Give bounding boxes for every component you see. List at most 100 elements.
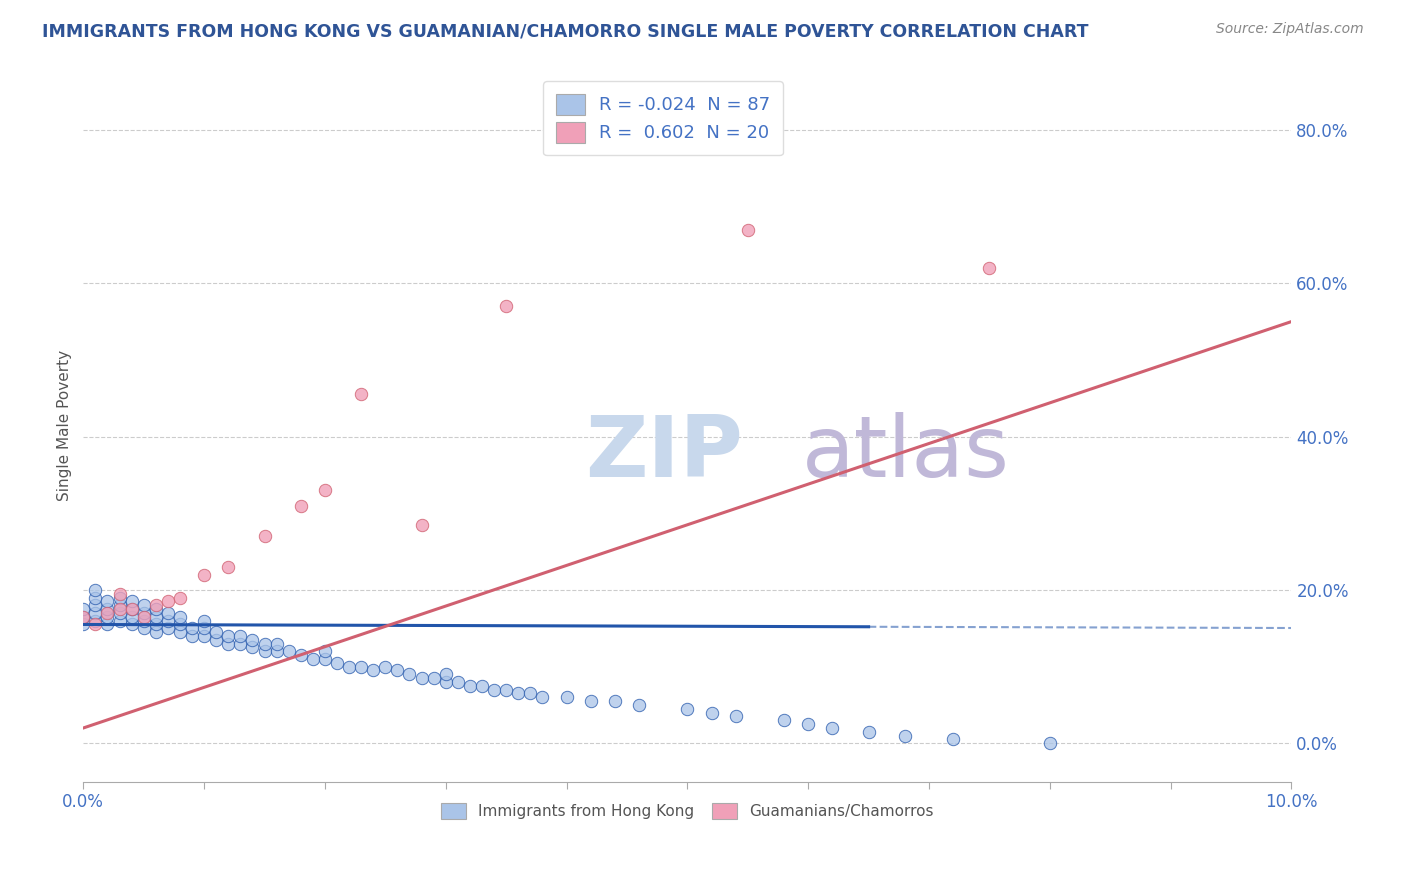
Text: IMMIGRANTS FROM HONG KONG VS GUAMANIAN/CHAMORRO SINGLE MALE POVERTY CORRELATION : IMMIGRANTS FROM HONG KONG VS GUAMANIAN/C… [42, 22, 1088, 40]
Point [797, 717, 820, 731]
Point [132, 606, 155, 620]
Point [108, 602, 131, 616]
Point [676, 702, 699, 716]
Point [894, 729, 917, 743]
Point [96, 617, 118, 632]
Point [145, 599, 167, 613]
Point [434, 675, 457, 690]
Point [156, 606, 179, 620]
Y-axis label: Single Male Poverty: Single Male Poverty [58, 350, 72, 500]
Point [156, 621, 179, 635]
Point [84, 606, 107, 620]
Text: atlas: atlas [803, 412, 1010, 495]
Point [121, 602, 143, 616]
Point [229, 629, 252, 643]
Point [628, 698, 651, 712]
Point [108, 599, 131, 613]
Point [169, 625, 191, 640]
Point [96, 609, 118, 624]
Point [108, 614, 131, 628]
Point [242, 632, 264, 647]
Point [266, 637, 288, 651]
Point [72, 609, 94, 624]
Point [700, 706, 723, 720]
Point [302, 652, 325, 666]
Point [361, 664, 384, 678]
Point [858, 724, 880, 739]
Point [314, 652, 336, 666]
Point [447, 675, 470, 690]
Point [84, 617, 107, 632]
Point [398, 667, 420, 681]
Point [193, 567, 215, 582]
Point [72, 609, 94, 624]
Text: ZIP: ZIP [585, 412, 742, 495]
Point [1039, 736, 1062, 750]
Point [108, 606, 131, 620]
Point [72, 617, 94, 632]
Point [217, 629, 239, 643]
Point [205, 632, 228, 647]
Point [84, 614, 107, 628]
Point [350, 387, 373, 401]
Point [181, 621, 204, 635]
Point [217, 637, 239, 651]
Point [519, 686, 541, 700]
Point [387, 664, 409, 678]
Point [229, 637, 252, 651]
Point [253, 644, 276, 658]
Point [277, 644, 299, 658]
Point [108, 587, 131, 601]
Point [942, 732, 965, 747]
Point [350, 659, 373, 673]
Point [72, 602, 94, 616]
Point [495, 299, 517, 313]
Point [290, 499, 312, 513]
Point [217, 560, 239, 574]
Point [471, 679, 494, 693]
Point [156, 594, 179, 608]
Point [169, 591, 191, 605]
Point [337, 659, 360, 673]
Point [422, 671, 444, 685]
Point [96, 594, 118, 608]
Point [434, 667, 457, 681]
Point [458, 679, 481, 693]
Point [603, 694, 626, 708]
Point [979, 260, 1001, 275]
Point [205, 625, 228, 640]
Point [121, 617, 143, 632]
Point [773, 714, 796, 728]
Point [374, 659, 396, 673]
Point [579, 694, 602, 708]
Point [121, 594, 143, 608]
Point [84, 599, 107, 613]
Point [132, 599, 155, 613]
Point [156, 614, 179, 628]
Point [737, 222, 759, 236]
Point [132, 621, 155, 635]
Point [145, 625, 167, 640]
Point [193, 614, 215, 628]
Point [145, 602, 167, 616]
Point [253, 529, 276, 543]
Point [193, 621, 215, 635]
Point [121, 602, 143, 616]
Point [132, 609, 155, 624]
Point [132, 614, 155, 628]
Legend: Immigrants from Hong Kong, Guamanians/Chamorros: Immigrants from Hong Kong, Guamanians/Ch… [434, 797, 939, 825]
Point [482, 682, 505, 697]
Text: Source: ZipAtlas.com: Source: ZipAtlas.com [1216, 22, 1364, 37]
Point [108, 591, 131, 605]
Point [121, 609, 143, 624]
Point [290, 648, 312, 662]
Point [531, 690, 554, 705]
Point [821, 721, 844, 735]
Point [181, 629, 204, 643]
Point [242, 640, 264, 655]
Point [314, 644, 336, 658]
Point [169, 609, 191, 624]
Point [96, 606, 118, 620]
Point [169, 617, 191, 632]
Point [193, 629, 215, 643]
